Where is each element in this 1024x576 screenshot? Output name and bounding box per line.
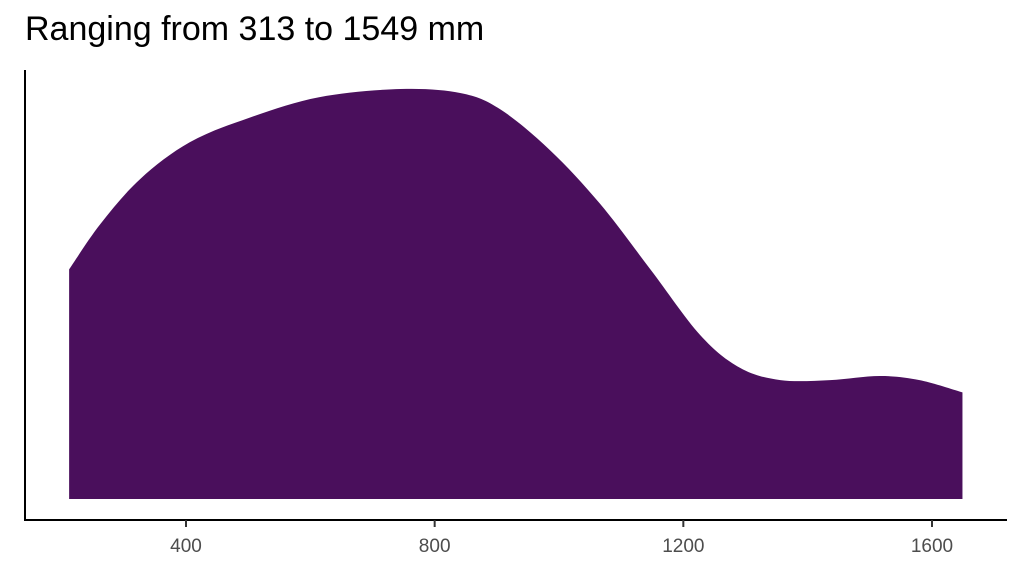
x-tick-label: 1200 [662,536,705,557]
density-area [69,88,963,499]
chart-title: Ranging from 313 to 1549 mm [25,10,485,48]
x-tick-label: 400 [170,536,202,557]
x-tick-label: 1600 [910,536,954,557]
x-tick-label: 800 [418,536,451,557]
x-axis-ticks [185,520,933,527]
